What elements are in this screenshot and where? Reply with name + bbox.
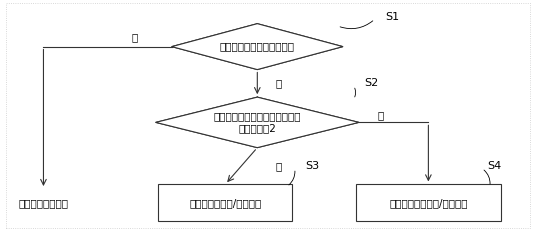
Text: 判断当前接入的电池组数目是否
大于或等于2: 判断当前接入的电池组数目是否 大于或等于2 <box>213 112 301 133</box>
Text: S2: S2 <box>364 78 378 88</box>
Bar <box>356 184 501 221</box>
Text: 进行单电池组的充/放电过程: 进行单电池组的充/放电过程 <box>389 198 467 208</box>
Polygon shape <box>156 97 359 148</box>
Text: 否: 否 <box>131 32 137 43</box>
Polygon shape <box>172 24 343 70</box>
Text: 否: 否 <box>377 110 383 121</box>
Text: S1: S1 <box>385 12 400 22</box>
Text: 判断是否检测到电池组接入: 判断是否检测到电池组接入 <box>220 42 295 52</box>
Text: S4: S4 <box>487 161 502 171</box>
Text: 进行多电池组充/放电模式: 进行多电池组充/放电模式 <box>189 198 262 208</box>
Text: 控制断开所有电路: 控制断开所有电路 <box>18 198 69 208</box>
Bar <box>159 184 292 221</box>
Text: S3: S3 <box>306 161 319 171</box>
Text: 是: 是 <box>276 161 282 171</box>
Text: 是: 是 <box>276 78 282 88</box>
